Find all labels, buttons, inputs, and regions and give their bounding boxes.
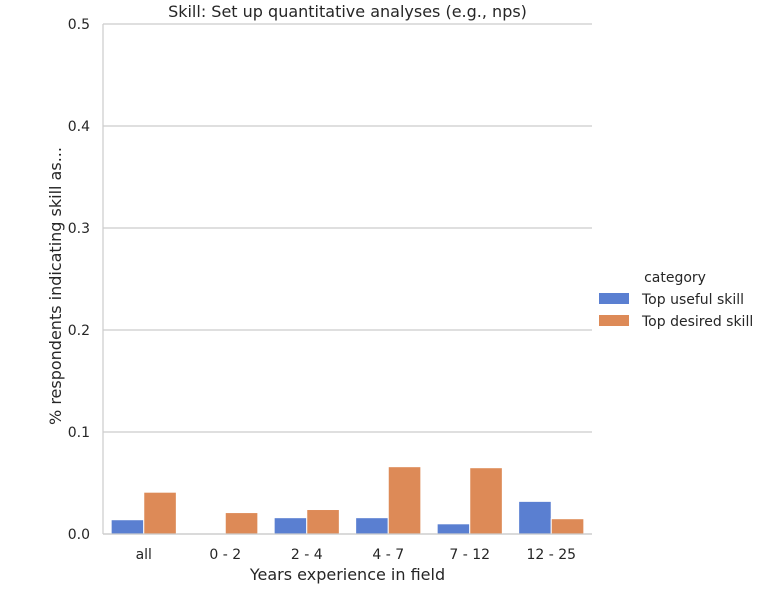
x-tick-label: 12 - 25 bbox=[526, 547, 576, 563]
x-tick-label: 2 - 4 bbox=[291, 547, 323, 563]
x-tick-label: all bbox=[136, 547, 152, 563]
y-axis-title: % respondents indicating skill as... bbox=[46, 147, 65, 425]
y-tick-label: 0.3 bbox=[68, 221, 90, 237]
y-tick-label: 0.0 bbox=[68, 527, 90, 543]
y-tick-label: 0.1 bbox=[68, 425, 90, 441]
bar bbox=[436, 523, 471, 535]
bar bbox=[355, 517, 389, 535]
x-axis-title: Years experience in field bbox=[249, 565, 445, 584]
x-tick-labels: all 0 - 2 2 - 4 4 - 7 7 - 12 12 - 25 bbox=[136, 547, 576, 563]
legend-label: Top useful skill bbox=[641, 292, 744, 308]
y-tick-label: 0.5 bbox=[68, 17, 90, 33]
bar bbox=[306, 509, 340, 535]
bar bbox=[143, 491, 177, 535]
bar bbox=[550, 518, 585, 535]
x-tick-label: 4 - 7 bbox=[372, 547, 404, 563]
bar bbox=[469, 467, 503, 535]
bar bbox=[518, 500, 552, 535]
bar bbox=[387, 466, 422, 535]
legend-swatch bbox=[599, 315, 629, 326]
bars bbox=[110, 466, 585, 535]
x-tick-label: 0 - 2 bbox=[209, 547, 241, 563]
y-tick-labels: 0.0 0.1 0.2 0.3 0.4 0.5 bbox=[68, 17, 90, 543]
legend-title: category bbox=[644, 270, 706, 286]
grid-lines bbox=[103, 23, 592, 535]
y-tick-label: 0.4 bbox=[68, 119, 90, 135]
bar bbox=[224, 512, 259, 535]
legend: category Top useful skill Top desired ski… bbox=[599, 270, 753, 330]
bar bbox=[110, 519, 145, 535]
bar bbox=[273, 517, 308, 535]
chart-title: Skill: Set up quantitative analyses (e.g… bbox=[168, 2, 527, 21]
x-tick-label: 7 - 12 bbox=[449, 547, 490, 563]
y-tick-label: 0.2 bbox=[68, 323, 90, 339]
legend-swatch bbox=[599, 293, 629, 304]
legend-label: Top desired skill bbox=[641, 314, 753, 330]
